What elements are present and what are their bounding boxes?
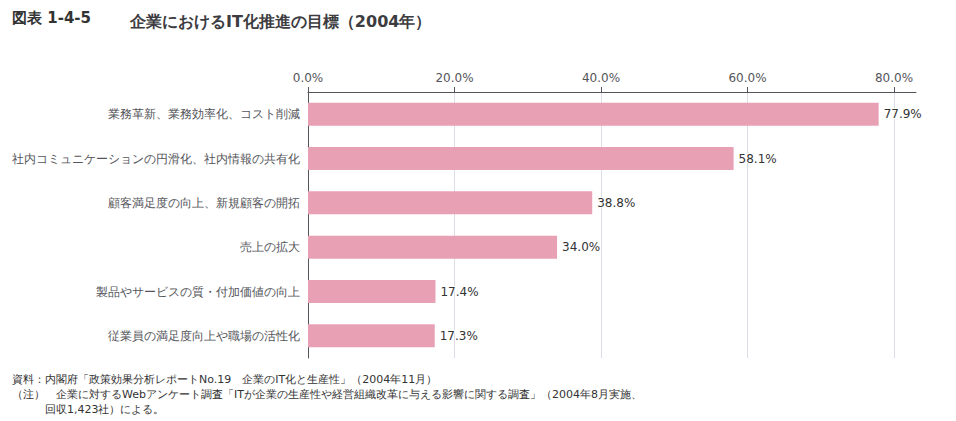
svg-text:38.8%: 38.8%: [597, 196, 635, 210]
svg-text:40.0%: 40.0%: [582, 71, 620, 85]
svg-text:売上の拡大: 売上の拡大: [240, 240, 300, 254]
svg-text:58.1%: 58.1%: [739, 152, 777, 166]
svg-text:17.3%: 17.3%: [440, 329, 478, 343]
svg-text:製品やサービスの質・付加価値の向上: 製品やサービスの質・付加価値の向上: [96, 285, 300, 299]
svg-text:企業におけるIT化推進の目標（2004年）: 企業におけるIT化推進の目標（2004年）: [129, 12, 431, 31]
svg-text:社内コミュニケーションの円滑化、社内情報の共有化: 社内コミュニケーションの円滑化、社内情報の共有化: [12, 152, 300, 166]
svg-text:従業員の満足度向上や職場の活性化: 従業員の満足度向上や職場の活性化: [108, 329, 300, 343]
svg-text:資料：内閣府「政策効果分析レポートNo.19 企業のIT化と: 資料：内閣府「政策効果分析レポートNo.19 企業のIT化と生産性」（2004年…: [12, 373, 437, 386]
svg-text:図表 1-4-5: 図表 1-4-5: [12, 9, 91, 27]
svg-text:60.0%: 60.0%: [728, 71, 766, 85]
svg-text:34.0%: 34.0%: [562, 240, 600, 254]
svg-text:17.4%: 17.4%: [440, 285, 478, 299]
svg-text:77.9%: 77.9%: [884, 107, 922, 121]
svg-text:0.0%: 0.0%: [293, 71, 324, 85]
svg-text:（注） 企業に対するWebアンケート調査「ITが企業の生産性: （注） 企業に対するWebアンケート調査「ITが企業の生産性や経営組織改革に与え…: [12, 388, 642, 401]
svg-text:回収1,423社）による。: 回収1,423社）による。: [12, 403, 165, 416]
svg-text:20.0%: 20.0%: [435, 71, 473, 85]
svg-text:80.0%: 80.0%: [875, 71, 913, 85]
svg-text:業務革新、業務効率化、コスト削減: 業務革新、業務効率化、コスト削減: [108, 107, 300, 121]
svg-text:顧客満足度の向上、新規顧客の開拓: 顧客満足度の向上、新規顧客の開拓: [108, 196, 300, 210]
